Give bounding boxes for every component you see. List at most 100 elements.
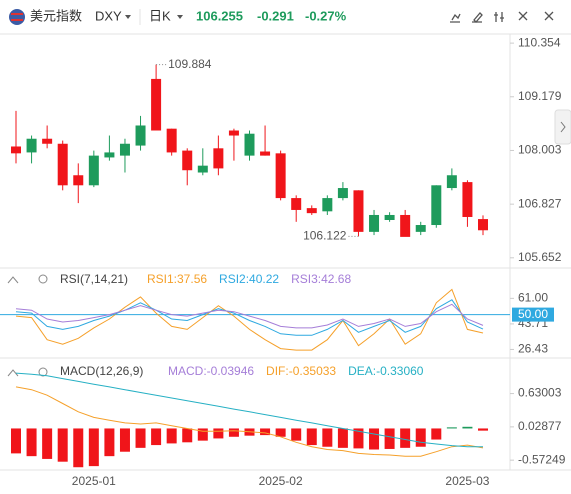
series-line (15, 386, 484, 457)
legend-entry: MACD:-0.03946 (168, 364, 254, 378)
candle-body (415, 225, 426, 232)
tool-button[interactable] (472, 12, 483, 23)
x-tick-label: 2025-02 (259, 474, 303, 488)
y-tick-label: 0.63003 (518, 386, 562, 400)
macd-bar (400, 428, 411, 448)
macd-title: MACD(12,26,9) (60, 364, 143, 378)
y-tick-label: 109.179 (518, 89, 562, 103)
legend-entry: RSI3:42.68 (291, 272, 351, 286)
change: -0.291 (257, 8, 294, 23)
macd-bar (415, 428, 426, 447)
macd-bar (119, 428, 130, 452)
macd-bar (306, 428, 317, 446)
candle-body (166, 128, 177, 153)
reference-label-bg (512, 307, 554, 322)
macd-bar (478, 428, 488, 431)
min-label: 106.122 (303, 229, 347, 243)
macd-bar (369, 428, 380, 450)
reference-label: 50.00 (518, 307, 548, 321)
candle-body (26, 138, 37, 153)
candle-body (244, 133, 255, 156)
candle-body (291, 198, 302, 210)
series-line (15, 299, 484, 336)
macd-bar (384, 428, 395, 449)
y-tick-label: -0.57249 (518, 452, 566, 466)
macd-bar (337, 428, 348, 448)
y-tick-label: 108.003 (518, 143, 562, 157)
y-tick-label: 106.827 (518, 196, 562, 210)
candle-body (446, 175, 457, 189)
series-line (15, 303, 484, 329)
index-name[interactable]: 美元指数 (30, 8, 82, 23)
candle-body (337, 188, 348, 199)
candle-body (182, 150, 193, 171)
candle-body (213, 148, 224, 169)
y-tick-label: 0.02877 (518, 419, 562, 433)
series-line (15, 372, 484, 448)
symbol[interactable]: DXY (95, 8, 122, 23)
candle-body (228, 130, 239, 136)
macd-bar (291, 428, 302, 441)
candle-body (104, 152, 115, 158)
macd-bar (260, 428, 271, 436)
x-tick-label: 2025-01 (72, 474, 116, 488)
macd-bar (275, 428, 286, 437)
y-tick-label: 26.43 (518, 342, 548, 356)
macd-bar (197, 428, 208, 441)
macd-bar (135, 428, 146, 448)
change-percent: -0.27% (305, 8, 347, 23)
candle-body (260, 151, 271, 156)
x-tick-label: 2025-03 (445, 474, 489, 488)
legend-entry: RSI1:37.56 (147, 272, 207, 286)
y-tick-label: 110.354 (518, 35, 561, 49)
candle-body (42, 138, 53, 144)
tool-button[interactable] (544, 11, 554, 21)
candle-body (384, 214, 395, 220)
settings-icon[interactable] (38, 367, 48, 377)
macd-bar (42, 428, 53, 459)
candle-body (197, 165, 208, 173)
macd-bar (228, 428, 239, 437)
macd-bar (104, 428, 115, 457)
tool-button[interactable] (494, 12, 504, 22)
flag-stripe (11, 13, 23, 15)
macd-bar (446, 427, 457, 429)
collapse-icon[interactable] (7, 276, 19, 377)
dropdown-arrow[interactable] (177, 15, 183, 19)
legend-entry: DIF:-0.35033 (266, 364, 336, 378)
flag-stripe (11, 19, 23, 21)
max-label: 109.884 (168, 57, 212, 71)
side-toggle-arrow[interactable] (560, 121, 566, 133)
candle-body (306, 208, 317, 214)
macd-bar (213, 428, 224, 439)
rsi-title: RSI(7,14,21) (60, 272, 128, 286)
dropdown-arrow[interactable] (125, 15, 131, 19)
macd-bar (166, 428, 177, 444)
candle-body (431, 185, 442, 226)
tool-button[interactable] (518, 11, 528, 21)
side-toggle[interactable] (554, 109, 571, 145)
series-line (15, 288, 484, 351)
candle-body (478, 219, 488, 231)
candle-body (73, 175, 84, 186)
flag-icon (9, 9, 25, 25)
macd-bar (88, 428, 99, 467)
tool-button[interactable] (450, 13, 461, 23)
candle-body (57, 143, 68, 186)
candle-body (369, 214, 380, 232)
candle-body (275, 153, 286, 199)
macd-bar (26, 428, 37, 457)
price: 106.255 (196, 8, 243, 23)
candle-body (88, 155, 99, 186)
candle-body (11, 146, 21, 154)
macd-bar (182, 428, 193, 443)
candle-body (400, 214, 411, 237)
candle-body (322, 198, 333, 212)
macd-bar (11, 428, 21, 454)
settings-icon[interactable] (38, 274, 48, 284)
period[interactable]: 日K (149, 8, 171, 23)
legend-entry: RSI2:40.22 (219, 272, 279, 286)
macd-bar (151, 428, 162, 446)
